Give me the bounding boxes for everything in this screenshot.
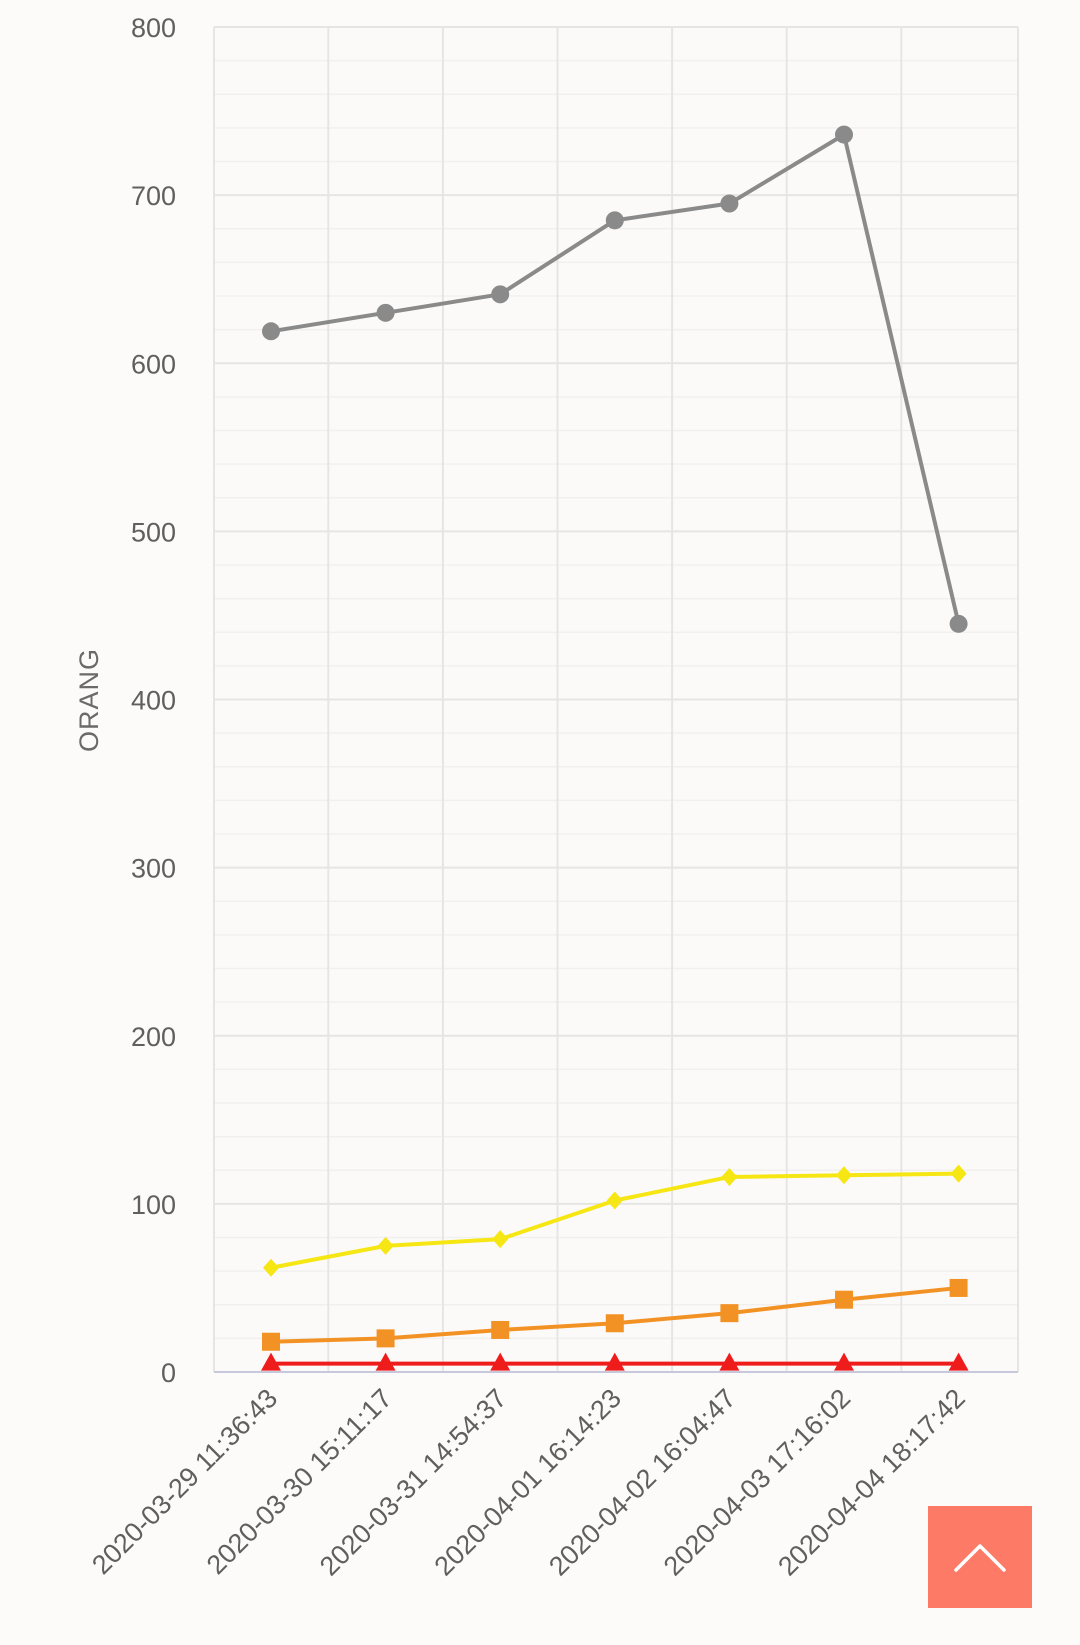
data-point <box>605 1314 624 1333</box>
series-1 <box>263 1164 967 1277</box>
x-tick-label: 2020-04-03 17:16:02 <box>658 1383 856 1581</box>
y-axis-title: ORANG <box>74 648 104 752</box>
data-point <box>491 1320 510 1339</box>
data-point <box>604 1352 625 1371</box>
data-point <box>262 1332 280 1351</box>
data-point <box>261 1352 281 1371</box>
data-point <box>262 322 280 341</box>
y-tick-label: 700 <box>131 181 176 211</box>
data-point <box>719 1352 740 1371</box>
data-point <box>950 1164 967 1183</box>
data-point <box>948 1352 969 1371</box>
data-point <box>377 1236 394 1255</box>
grid-major <box>213 26 1019 1372</box>
y-tick-label: 500 <box>131 517 176 547</box>
x-tick-label: 2020-03-30 15:11:17 <box>201 1383 398 1580</box>
y-tick-label: 600 <box>131 349 176 379</box>
data-point <box>835 125 853 144</box>
series-3 <box>261 1352 969 1371</box>
y-tick-label: 800 <box>131 13 176 43</box>
chevron-up-icon <box>954 1544 1006 1572</box>
data-point <box>263 1258 279 1277</box>
data-point <box>606 1191 623 1210</box>
data-point <box>721 1167 738 1186</box>
series-layer <box>261 125 969 1371</box>
y-tick-labels: 0 100 200 300 400 500 600 700 800 <box>131 13 176 1388</box>
series-0 <box>262 125 968 633</box>
x-tick-label: 2020-03-31 14:54:37 <box>314 1383 512 1581</box>
grid-minor <box>214 59 1018 1340</box>
data-point <box>605 211 624 230</box>
scroll-to-top-button[interactable] <box>928 1506 1032 1608</box>
data-point <box>720 1304 739 1323</box>
y-tick-label: 200 <box>131 1022 176 1052</box>
data-point <box>834 1352 854 1371</box>
data-point <box>836 1166 852 1185</box>
data-point <box>720 194 739 213</box>
data-point <box>949 614 968 633</box>
data-point <box>375 1352 396 1371</box>
y-tick-label: 100 <box>131 1190 176 1220</box>
y-tick-label: 400 <box>131 686 176 716</box>
data-point <box>490 1352 511 1371</box>
x-tick-label: 2020-04-02 16:04:47 <box>543 1383 741 1581</box>
data-point <box>492 1230 509 1249</box>
x-tick-label: 2020-03-29 11:36:43 <box>86 1383 283 1580</box>
data-point <box>376 303 395 322</box>
y-tick-label: 300 <box>131 854 176 884</box>
data-point <box>835 1290 853 1309</box>
series-2 <box>262 1278 968 1351</box>
x-tick-label: 2020-04-01 16:14:23 <box>429 1383 627 1581</box>
data-point <box>491 285 510 304</box>
data-point <box>949 1278 968 1297</box>
data-point <box>376 1329 395 1348</box>
y-tick-label: 0 <box>161 1358 176 1388</box>
